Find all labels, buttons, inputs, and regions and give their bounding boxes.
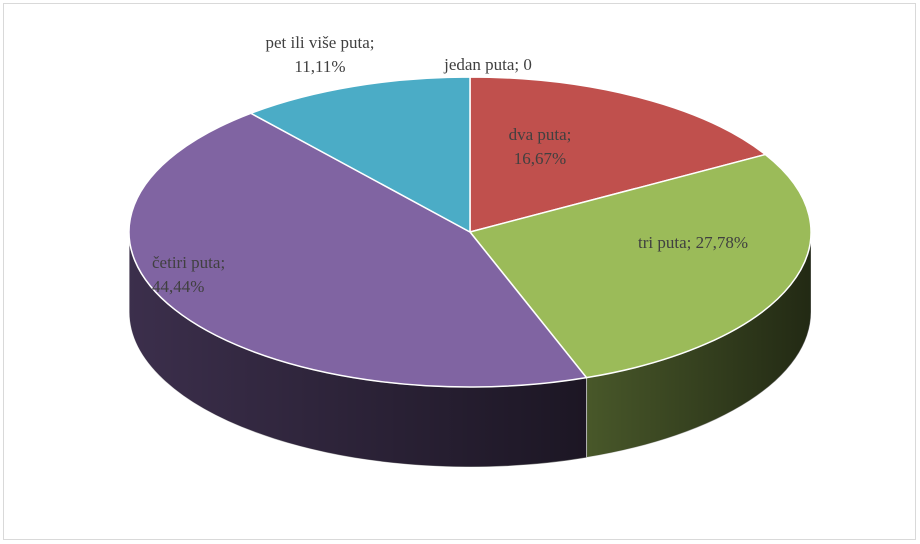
data-label: četiri puta; 44,44%: [152, 253, 225, 296]
pie-side-shade: [586, 232, 811, 458]
data-label: tri puta; 27,78%: [638, 233, 748, 252]
data-label-line: 11,11%: [294, 57, 345, 76]
pie-slice: [250, 76, 471, 233]
data-label-line: četiri puta;: [152, 253, 225, 272]
data-label-line: 16,67%: [514, 149, 566, 168]
data-label-line: dva puta;: [509, 125, 572, 144]
data-label-line: jedan puta; 0: [443, 55, 532, 74]
pie-slice: [469, 153, 812, 379]
data-label-line: pet ili više puta;: [265, 33, 374, 52]
data-label: pet ili više puta; 11,11%: [265, 33, 374, 76]
data-label: dva puta; 16,67%: [509, 125, 572, 168]
data-label-line: tri puta; 27,78%: [638, 233, 748, 252]
data-label-line: 44,44%: [152, 277, 204, 296]
pie-slice: [469, 76, 767, 233]
pie-side-shade: [129, 232, 587, 468]
data-label: jedan puta; 0: [443, 55, 532, 74]
pie-slice: [128, 112, 588, 388]
